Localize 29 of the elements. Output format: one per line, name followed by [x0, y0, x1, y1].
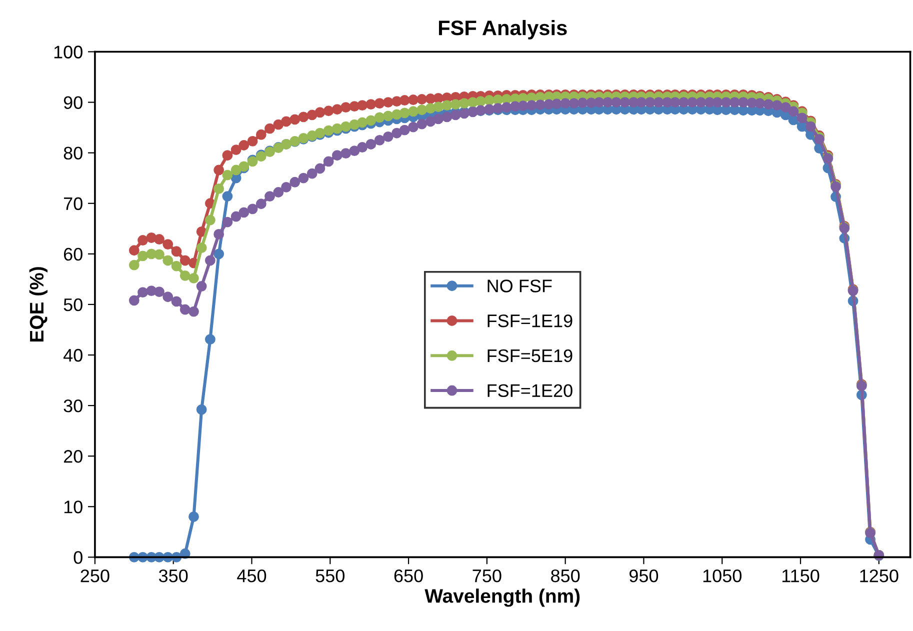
y-tick-label: 70: [64, 197, 82, 210]
y-tick-label: 90: [64, 96, 82, 110]
x-tick-label: 350: [158, 569, 188, 582]
legend-label: FSF=1E20: [488, 384, 572, 398]
x-tick-label: 1050: [703, 569, 742, 582]
y-tick-label: 80: [64, 146, 82, 160]
x-axis-title: Wavelength (nm): [424, 588, 580, 607]
x-tick-label: 750: [472, 569, 502, 582]
y-tick-label: 50: [64, 298, 82, 312]
legend-label: FSF=5E19: [488, 349, 572, 362]
chart-title: FSF Analysis: [438, 20, 567, 40]
x-tick-label: 550: [316, 569, 344, 582]
x-tick-label: 250: [80, 569, 110, 582]
y-axis-title: EQE (%): [29, 267, 48, 342]
x-tick-label: 850: [551, 569, 580, 582]
y-tick-label: 10: [64, 500, 82, 514]
x-tick-label: 1250: [860, 569, 898, 582]
y-tick-label: 30: [64, 399, 82, 412]
y-tick-label: 40: [63, 348, 82, 362]
legend-label: FSF=1E19: [488, 314, 572, 328]
y-tick-label: 0: [74, 551, 82, 564]
y-tick-label: 20: [64, 450, 82, 463]
legend-label: NO FSF: [488, 280, 552, 292]
y-tick-label: 60: [64, 248, 82, 261]
x-tick-label: 950: [630, 569, 658, 582]
x-tick-label: 650: [394, 569, 423, 582]
x-tick-label: 1150: [782, 569, 820, 582]
y-tick-label: 100: [54, 46, 82, 58]
x-tick-label: 450: [237, 569, 266, 582]
